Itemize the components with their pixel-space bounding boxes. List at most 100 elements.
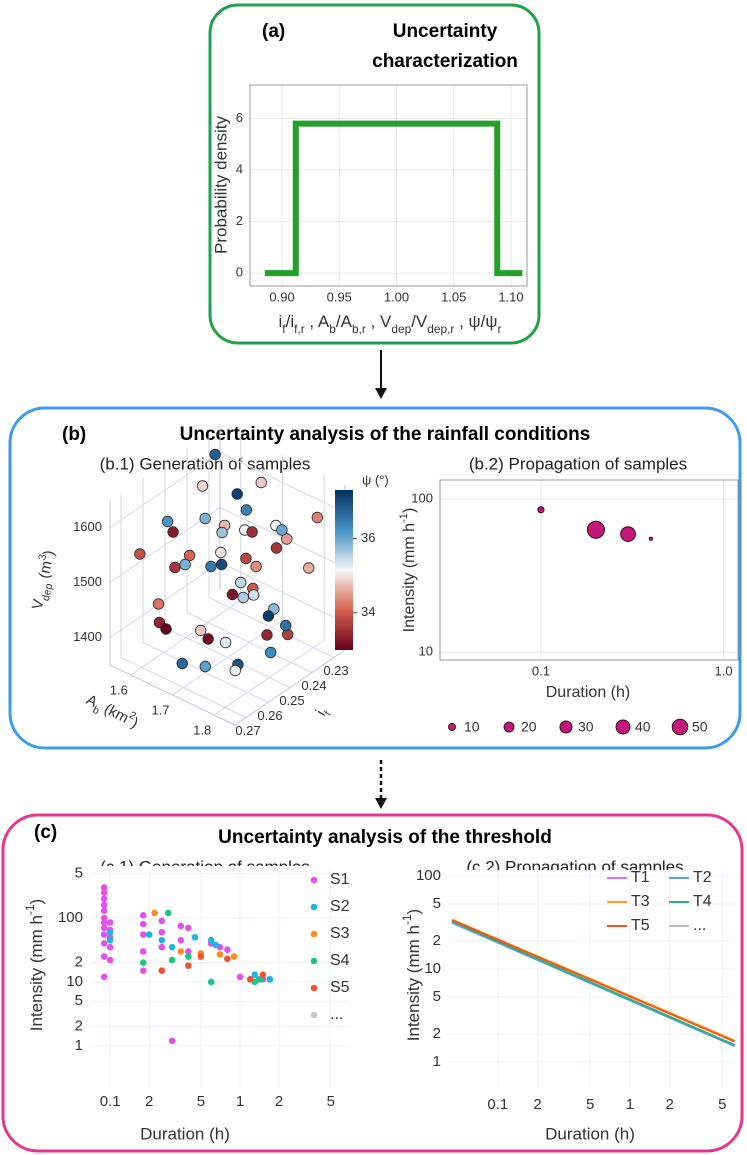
y-tick-label: 100 — [58, 909, 83, 926]
legend-label: 20 — [521, 719, 537, 735]
data-point — [158, 928, 166, 936]
legend-label: T5 — [631, 917, 650, 934]
label-part: V — [29, 598, 48, 611]
label-part: dep,r — [427, 322, 454, 336]
y-tick-label: 5 — [433, 988, 441, 1005]
data-point — [179, 558, 191, 571]
x-tick-label: 1.05 — [441, 289, 466, 304]
data-point — [139, 920, 147, 928]
data-point — [100, 914, 108, 922]
data-point — [100, 940, 108, 947]
data-point — [202, 633, 214, 645]
panel-title: characterization — [372, 51, 518, 72]
data-point — [151, 909, 158, 917]
data-point — [177, 922, 185, 930]
colorbar-title: ψ (°) — [362, 472, 389, 487]
x-tick-label: 1.0 — [715, 663, 733, 678]
y-axis-title: Intensity (mm h-1) — [23, 899, 46, 1031]
z-tick-label: 1400 — [73, 629, 102, 644]
x-tick-label: 2 — [145, 1093, 153, 1110]
data-point — [100, 924, 108, 932]
data-point — [246, 976, 254, 983]
colorbar-tick-label: 34 — [361, 604, 375, 619]
data-point — [205, 560, 217, 573]
data-point — [261, 629, 273, 641]
data-point — [276, 524, 288, 536]
label-part: Intensity (mm h — [27, 915, 46, 1031]
panel-title: Uncertainty analysis of the rainfall con… — [180, 424, 591, 445]
data-point — [164, 909, 172, 917]
data-point — [106, 936, 114, 944]
data-point — [176, 657, 188, 670]
x-tick-label: 1.6 — [110, 682, 128, 697]
y-tick-label: 0.23 — [323, 663, 348, 678]
data-point — [100, 931, 108, 938]
legend-label: S4 — [330, 952, 350, 969]
z-axis-title: Vdep (m3) — [26, 548, 62, 612]
y-axis-title: Intensity (mm h-1) — [398, 508, 418, 633]
x-tick-label: 1.7 — [151, 702, 169, 717]
data-point — [231, 488, 243, 500]
data-point — [158, 943, 166, 951]
data-point — [100, 884, 108, 891]
y-tick-label: 0.27 — [235, 723, 260, 738]
grid-line — [109, 452, 221, 528]
legend-label: ... — [330, 1006, 343, 1023]
label-part: Intensity (mm h — [404, 925, 423, 1041]
x-tick-label: 1.8 — [193, 722, 211, 737]
x-tick-label: 0.1 — [100, 1093, 121, 1110]
label-part: , ψ/ψ — [454, 312, 497, 331]
data-point — [212, 941, 219, 949]
x-tick-label: 5 — [718, 1096, 726, 1113]
data-point — [191, 933, 199, 941]
plot-background — [250, 85, 527, 286]
x-tick-label: 2 — [533, 1096, 541, 1113]
x-axis-title: Duration (h) — [545, 1124, 635, 1143]
data-point — [199, 512, 211, 525]
data-line — [451, 920, 736, 1046]
label-part: dep — [40, 582, 55, 602]
data-point — [215, 546, 227, 559]
y-tick-label: 5 — [75, 992, 83, 1009]
data-point — [219, 636, 232, 649]
label-part: i — [279, 312, 283, 331]
x-tick-label: 1 — [626, 1096, 634, 1113]
data-point — [158, 917, 166, 925]
data-point — [251, 971, 259, 978]
bubble — [586, 520, 605, 539]
x-tick-label: 2 — [666, 1096, 674, 1113]
data-point — [185, 948, 192, 955]
label-part: ) — [40, 549, 58, 557]
plot-area: 0.1 2 5 1 2 5 1 2 5 10 2 5 100 Duration (h) Intensity … — [400, 867, 735, 1143]
data-point — [139, 967, 147, 975]
data-point — [100, 973, 108, 981]
label-part: b,r — [352, 322, 366, 336]
data-point — [216, 951, 224, 958]
data-point — [134, 548, 146, 560]
x-tick-label: 1 — [236, 1093, 244, 1110]
grid-line — [164, 627, 291, 688]
plot-border — [249, 84, 528, 287]
y-tick-label: 2 — [75, 1018, 83, 1035]
legend-bubble — [559, 720, 573, 734]
legend-bubble — [615, 719, 631, 735]
y-tick-label: 2 — [433, 932, 441, 949]
y-tick-label: 2 — [75, 954, 83, 971]
y-tick-label: 10 — [66, 973, 83, 990]
label-part: b — [329, 322, 336, 336]
label-part: -1 — [398, 513, 410, 523]
label-part: -1 — [23, 904, 37, 915]
x-tick-label: 0.90 — [269, 289, 294, 304]
data-point — [185, 962, 192, 969]
data-point — [199, 660, 211, 673]
data-point — [158, 936, 166, 944]
x-tick-label: 0.95 — [327, 289, 352, 304]
x-tick-label: 5 — [197, 1093, 205, 1110]
legend-label: S2 — [330, 898, 350, 915]
data-point — [224, 946, 231, 953]
data-point — [303, 562, 315, 574]
label-part: (m — [35, 559, 56, 584]
chart-title: (b.2) Propagation of samples — [469, 454, 687, 473]
label-part: f — [322, 709, 334, 718]
panel-title: Uncertainty — [393, 21, 498, 42]
